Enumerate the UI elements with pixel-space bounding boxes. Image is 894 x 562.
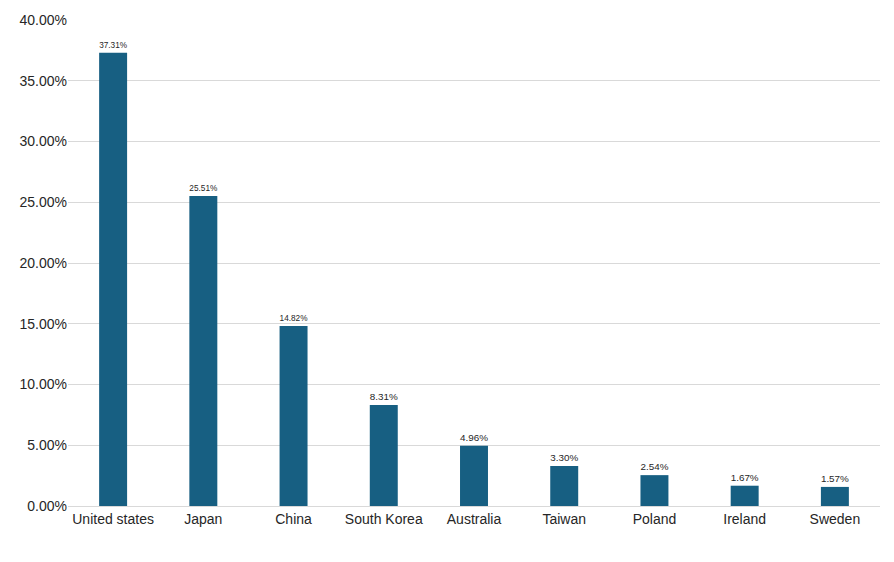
svg-text:5.00%: 5.00% xyxy=(27,437,67,453)
svg-text:4.96%: 4.96% xyxy=(460,432,488,443)
svg-text:Poland: Poland xyxy=(633,511,677,527)
svg-text:Sweden: Sweden xyxy=(810,511,861,527)
svg-text:1.57%: 1.57% xyxy=(821,473,849,484)
svg-text:20.00%: 20.00% xyxy=(20,255,67,271)
svg-text:3.30%: 3.30% xyxy=(550,452,578,463)
svg-text:2.54%: 2.54% xyxy=(640,461,668,472)
svg-text:Taiwan: Taiwan xyxy=(542,511,586,527)
svg-text:35.00%: 35.00% xyxy=(20,73,67,89)
svg-text:Japan: Japan xyxy=(184,511,222,527)
svg-text:South Korea: South Korea xyxy=(345,511,423,527)
svg-text:40.00%: 40.00% xyxy=(20,12,67,28)
svg-text:1.67%: 1.67% xyxy=(731,472,759,483)
svg-text:14.82%: 14.82% xyxy=(280,314,309,323)
svg-text:0.00%: 0.00% xyxy=(27,498,67,514)
svg-text:25.51%: 25.51% xyxy=(189,184,218,193)
svg-text:China: China xyxy=(275,511,312,527)
svg-text:37.31%: 37.31% xyxy=(99,41,128,50)
svg-text:Australia: Australia xyxy=(447,511,502,527)
svg-text:United states: United states xyxy=(72,511,154,527)
svg-text:30.00%: 30.00% xyxy=(20,133,67,149)
svg-text:15.00%: 15.00% xyxy=(20,316,67,332)
svg-text:8.31%: 8.31% xyxy=(370,391,398,402)
svg-text:Ireland: Ireland xyxy=(723,511,766,527)
svg-text:25.00%: 25.00% xyxy=(20,194,67,210)
svg-text:10.00%: 10.00% xyxy=(20,376,67,392)
